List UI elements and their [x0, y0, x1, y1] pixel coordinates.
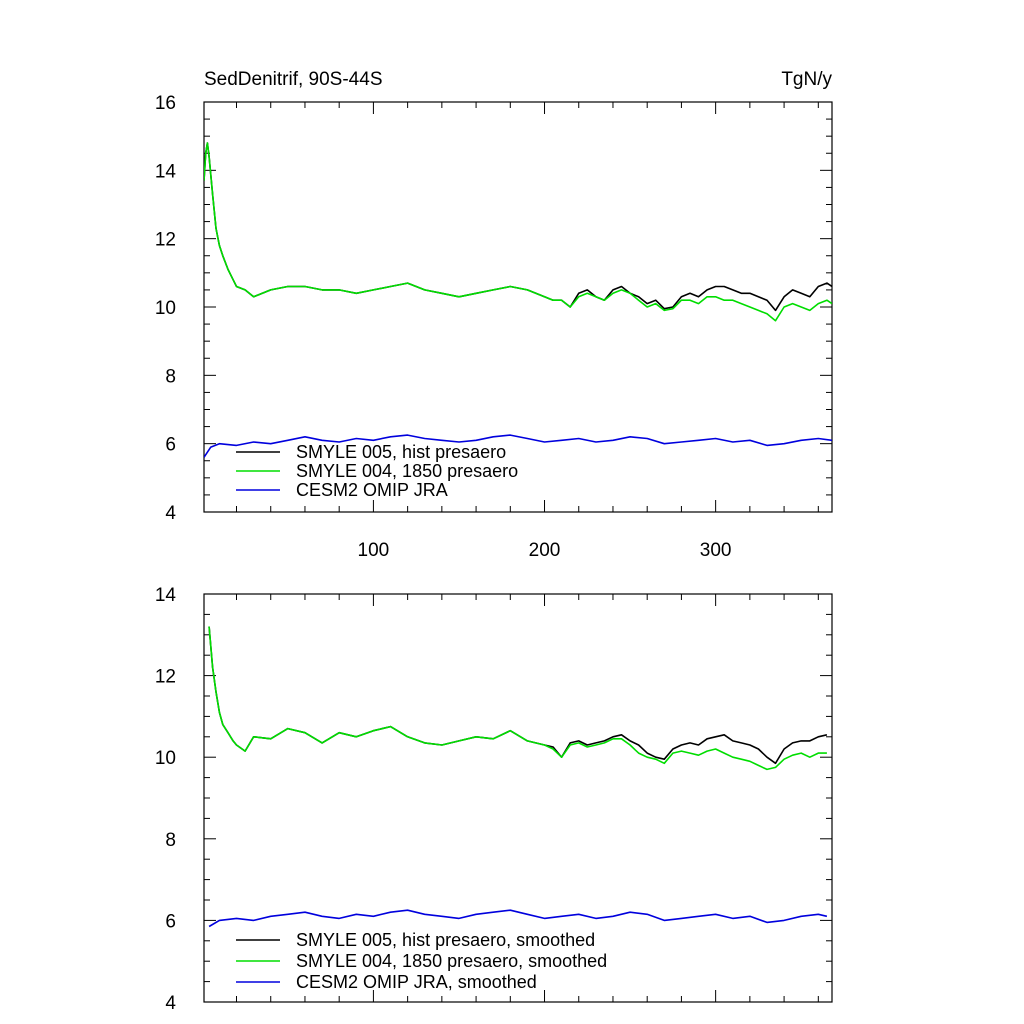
y-tick-label: 10: [155, 298, 176, 319]
legend-label: SMYLE 004, 1850 presaero: [296, 461, 518, 481]
bottom-panel: 4 6 8 10 12 14 SMYLE 005, hist presaero, smoot…: [155, 585, 833, 1014]
legend-label: CESM2 OMIP JRA: [296, 480, 448, 500]
y-tick-label: 14: [155, 585, 177, 606]
x-tick-label: 300: [700, 540, 732, 561]
y-tick-label: 8: [165, 830, 176, 851]
series-line-0: [204, 142, 832, 312]
legend-label: CESM2 OMIP JRA, smoothed: [296, 972, 537, 992]
y-tick-label: 12: [155, 230, 176, 251]
legend-label: SMYLE 005, hist presaero, smoothed: [296, 930, 595, 950]
y-tick-label: 8: [165, 366, 176, 387]
top-panel: 4 6 8 10 12 14 16 100 200 300 SMYLE 005, hist pres…: [155, 93, 833, 561]
series-line-0: [208, 626, 828, 765]
series-line-1: [204, 142, 832, 322]
y-tick-label: 10: [155, 748, 176, 769]
x-tick-label: 200: [529, 540, 561, 561]
y-tick-label: 16: [155, 93, 176, 114]
figure-title-left: SedDenitrif, 90S-44S: [204, 69, 383, 90]
legend-label: SMYLE 004, 1850 presaero, smoothed: [296, 951, 607, 971]
series-line-2: [208, 909, 828, 928]
y-tick-label: 14: [155, 161, 177, 182]
y-tick-label: 6: [165, 911, 176, 932]
figure-title-right: TgN/y: [781, 69, 832, 90]
legend-label: SMYLE 005, hist presaero: [296, 442, 506, 462]
series-line-1: [208, 626, 827, 771]
y-tick-label: 4: [165, 503, 176, 524]
y-tick-label: 4: [165, 993, 176, 1014]
y-tick-label: 12: [155, 667, 176, 688]
y-tick-label: 6: [165, 435, 176, 456]
x-tick-label: 100: [358, 540, 390, 561]
series-line-2: [204, 434, 832, 458]
